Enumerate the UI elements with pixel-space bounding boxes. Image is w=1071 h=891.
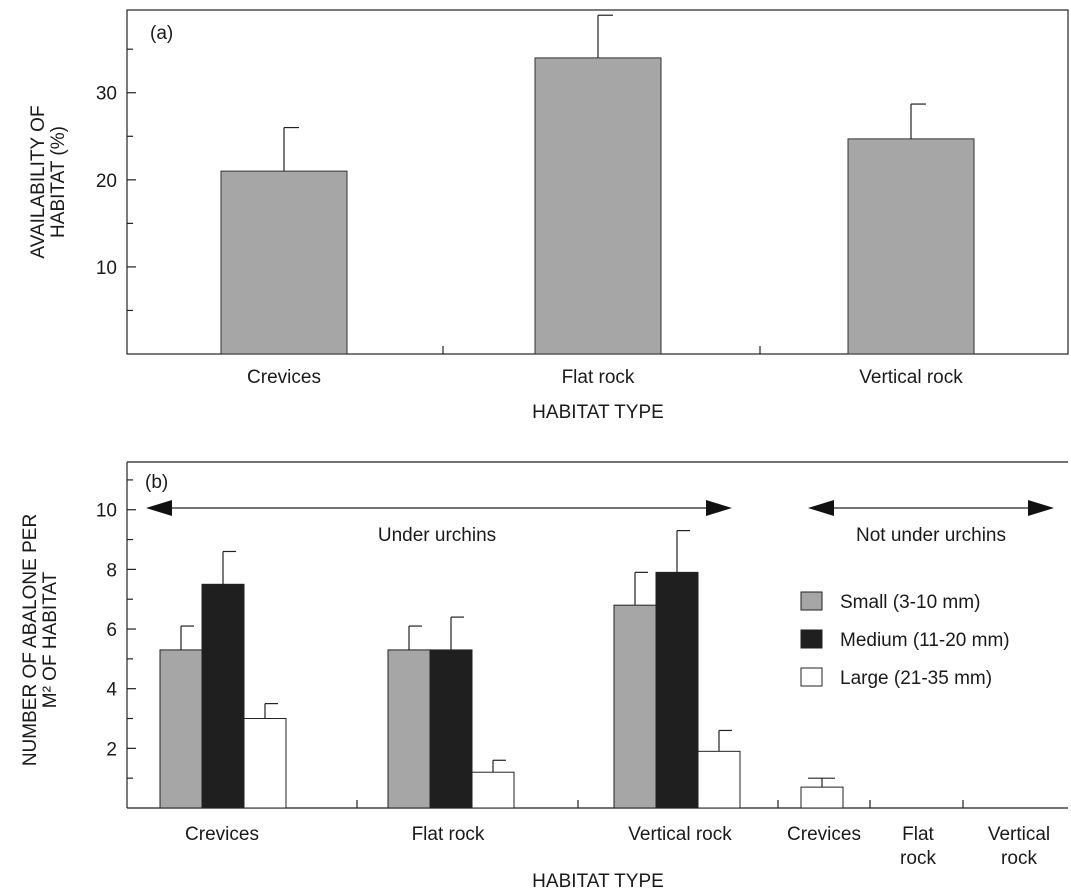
y-axis-title-a-line2: HABITAT (%) (48, 126, 69, 238)
x-axis-title-b: HABITAT TYPE (532, 871, 664, 891)
x-tick-label-b: Crevices (787, 824, 861, 845)
x-tick-label-b: Crevices (185, 824, 259, 845)
x-tick-label-a: Flat rock (562, 367, 635, 388)
bar (159, 649, 203, 809)
legend-swatch (800, 591, 823, 611)
bar (220, 170, 348, 355)
arrowhead-right (706, 500, 732, 516)
y-axis-title-a-line1: AVAILABILITY OF (28, 105, 49, 258)
x-tick-label-b: Flat (902, 824, 934, 845)
bar (800, 786, 844, 809)
bar (429, 649, 473, 809)
y-axis-title-b-line2: M² OF HABITAT (40, 571, 61, 708)
bar (697, 750, 741, 809)
annotation-under-urchins: Under urchins (378, 525, 496, 546)
x-tick-label-b: rock (900, 848, 936, 869)
arrowhead-left (146, 500, 172, 516)
legend-swatch (800, 667, 823, 687)
y-tick-label-b: 4 (106, 680, 117, 701)
x-axis-title-a: HABITAT TYPE (532, 402, 664, 423)
y-tick-label-b: 10 (96, 501, 117, 522)
x-tick-label-b: Vertical rock (628, 824, 732, 845)
bar (847, 138, 975, 355)
bar (387, 649, 431, 809)
x-tick-label-a: Crevices (247, 367, 321, 388)
arrowhead-left (808, 500, 834, 516)
y-axis-title-b-line1: NUMBER OF ABALONE PER (20, 514, 41, 766)
bar (243, 718, 287, 809)
legend-label: Large (21-35 mm) (840, 668, 992, 689)
x-tick-label-b: Flat rock (412, 824, 485, 845)
x-tick-label-b: Vertical (988, 824, 1050, 845)
bar (534, 57, 662, 355)
legend-label: Medium (11-20 mm) (840, 630, 1010, 651)
legend-label: Small (3-10 mm) (840, 592, 980, 613)
bar (613, 604, 657, 809)
bar (655, 571, 699, 809)
bar (201, 583, 245, 809)
panel-b-label: (b) (145, 472, 168, 493)
arrowhead-right (1028, 500, 1054, 516)
y-tick-label-a: 30 (96, 84, 117, 105)
y-tick-label-a: 20 (96, 171, 117, 192)
panel-a-label: (a) (150, 23, 173, 44)
y-tick-label-b: 2 (106, 739, 117, 760)
y-tick-label-b: 8 (106, 560, 117, 581)
bar (471, 771, 515, 809)
x-tick-label-a: Vertical rock (859, 367, 963, 388)
y-tick-label-a: 10 (96, 258, 117, 279)
annotation-not-under-urchins: Not under urchins (856, 525, 1006, 546)
y-tick-label-b: 6 (106, 620, 117, 641)
legend-swatch (800, 629, 823, 649)
x-tick-label-b: rock (1001, 848, 1037, 869)
